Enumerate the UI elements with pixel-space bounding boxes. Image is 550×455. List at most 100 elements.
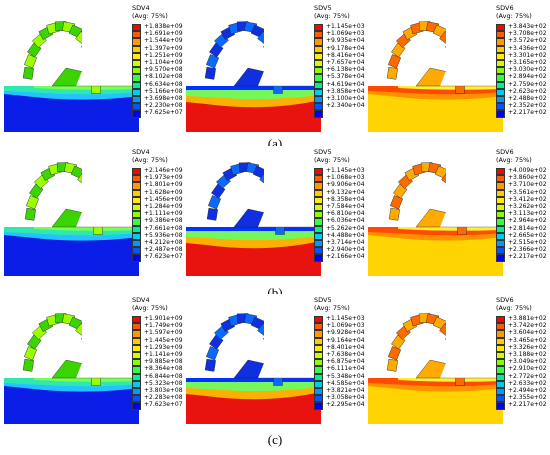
- legend-swatch: [132, 344, 141, 352]
- legend-swatch: [496, 344, 505, 352]
- gradient-band: [186, 90, 321, 100]
- legend-tick-label: +8.416e+04: [326, 51, 365, 59]
- chip-segment: [204, 66, 216, 80]
- legend-swatch: [314, 31, 323, 39]
- gradient-band: [34, 86, 139, 90]
- tool-gap: [440, 66, 503, 86]
- legend-tick-label: +2.772e+02: [508, 372, 547, 380]
- legend-averaging: (Avg: 75%): [496, 156, 532, 164]
- legend-tick-label: +3.860e+02: [508, 174, 547, 182]
- tool-gap: [76, 207, 139, 227]
- legend-tick-label: +2.910e+02: [508, 365, 547, 373]
- legend-tick-label: +2.487e+08: [144, 246, 183, 254]
- color-legend: +1.145e+03 +1.069e+03 +9.928e+04 +9.164e+04…: [314, 315, 366, 416]
- legend-tick-label: +2.814e+02: [508, 224, 547, 232]
- legend-swatch: [496, 45, 505, 53]
- legend-tick-label: +5.936e+08: [144, 231, 183, 239]
- legend-swatch: [132, 110, 141, 118]
- legend-swatch: [314, 189, 323, 197]
- legend-swatch: [132, 175, 141, 183]
- legend-swatch: [314, 175, 323, 183]
- legend-swatch: [132, 218, 141, 226]
- legend-swatch: [314, 359, 323, 367]
- legend-swatch: [496, 330, 505, 338]
- legend-swatch: [132, 182, 141, 190]
- legend-averaging: (Avg: 75%): [314, 304, 350, 312]
- chip-segment: [386, 66, 398, 80]
- gradient-band: [186, 231, 321, 241]
- legend-tick-label: +1.691e+09: [144, 30, 183, 38]
- tool-gap: [440, 207, 503, 227]
- legend-header: SDV4 (Avg: 75%): [132, 4, 168, 20]
- legend-tick-label: +1.628e+09: [144, 188, 183, 196]
- legend-averaging: (Avg: 75%): [496, 304, 532, 312]
- legend-swatch: [314, 323, 323, 331]
- color-legend: +1.901e+09 +1.749e+09 +1.597e+09 +1.445e+09…: [132, 315, 184, 416]
- legend-tick-label: +3.821e+04: [326, 387, 365, 394]
- legend-swatch: [132, 211, 141, 219]
- legend-tick-label: +2.217e+02: [508, 401, 547, 409]
- legend-swatch: [496, 247, 505, 255]
- legend-tick-label: +3.714e+04: [326, 239, 365, 246]
- legend-tick-label: +6.138e+04: [326, 66, 365, 74]
- legend-averaging: (Avg: 75%): [132, 12, 168, 20]
- legend-swatch: [496, 38, 505, 46]
- legend-tick-label: +7.623e+07: [144, 401, 183, 409]
- legend-swatch: [496, 359, 505, 367]
- legend-tick-label: +2.352e+02: [508, 102, 547, 110]
- tool-gap: [258, 207, 321, 227]
- legend-swatch: [496, 182, 505, 190]
- legend-tick-label: +3.710e+02: [508, 181, 547, 189]
- legend-tick-label: +5.348e+04: [326, 372, 365, 380]
- legend-swatch: [496, 67, 505, 75]
- contour-plot: [4, 294, 139, 424]
- legend-tick-label: +3.881e+02: [508, 315, 547, 322]
- legend-tick-label: +5.166e+08: [144, 87, 183, 95]
- legend-header: SDV6 (Avg: 75%): [496, 4, 532, 20]
- legend-swatch: [132, 225, 141, 233]
- legend-swatch: [496, 175, 505, 183]
- legend-swatch: [314, 330, 323, 338]
- legend-swatch: [314, 373, 323, 381]
- gradient-band: [398, 227, 503, 231]
- legend-tick-label: +1.111e+09: [144, 210, 183, 218]
- contour-plot: [368, 2, 503, 132]
- legend-tick-label: +1.597e+09: [144, 329, 183, 337]
- legend-swatch: [314, 52, 323, 60]
- chip-segment: [386, 358, 398, 372]
- tool-gap: [258, 358, 321, 378]
- legend-swatch: [314, 247, 323, 255]
- legend-swatch: [496, 103, 505, 111]
- legend-swatch: [314, 218, 323, 226]
- legend-averaging: (Avg: 75%): [314, 156, 350, 164]
- legend-swatch: [496, 380, 505, 388]
- legend-swatch: [132, 247, 141, 255]
- legend-tick-label: +9.906e+04: [326, 181, 365, 189]
- chip-segment: [206, 207, 218, 221]
- legend-tick-label: +3.465e+02: [508, 336, 547, 344]
- chip-segment: [22, 358, 34, 372]
- legend-tick-label: +8.358e+04: [326, 195, 365, 203]
- legend-tick-label: +2.759e+02: [508, 80, 547, 88]
- contour-panel-sdv4: SDV4 (Avg: 75%) +2.146e+09 +1.973e+09 +1.801…: [4, 146, 184, 276]
- legend-swatch: [132, 240, 141, 248]
- legend-tick-label: +6.844e+08: [144, 372, 183, 380]
- legend-swatch: [132, 24, 141, 32]
- legend-swatch: [132, 352, 141, 360]
- legend-tick-label: +6.111e+04: [326, 365, 365, 373]
- legend-tick-label: +2.940e+04: [326, 246, 365, 254]
- legend-swatch: [496, 31, 505, 39]
- legend-swatch: [132, 359, 141, 367]
- legend-swatch: [132, 67, 141, 75]
- legend-swatch: [314, 45, 323, 53]
- gradient-band: [34, 378, 139, 382]
- legend-tick-label: +7.623e+07: [144, 253, 183, 261]
- legend-tick-label: +1.456e+09: [144, 195, 183, 203]
- contour-plot: [186, 2, 321, 132]
- legend-header: SDV5 (Avg: 75%): [314, 4, 350, 20]
- legend-tick-label: +1.293e+09: [144, 343, 183, 351]
- surface-layer: [186, 378, 321, 382]
- chip-segment: [26, 195, 40, 210]
- chip-segment: [388, 207, 400, 221]
- legend-tick-label: +1.141e+09: [144, 351, 183, 358]
